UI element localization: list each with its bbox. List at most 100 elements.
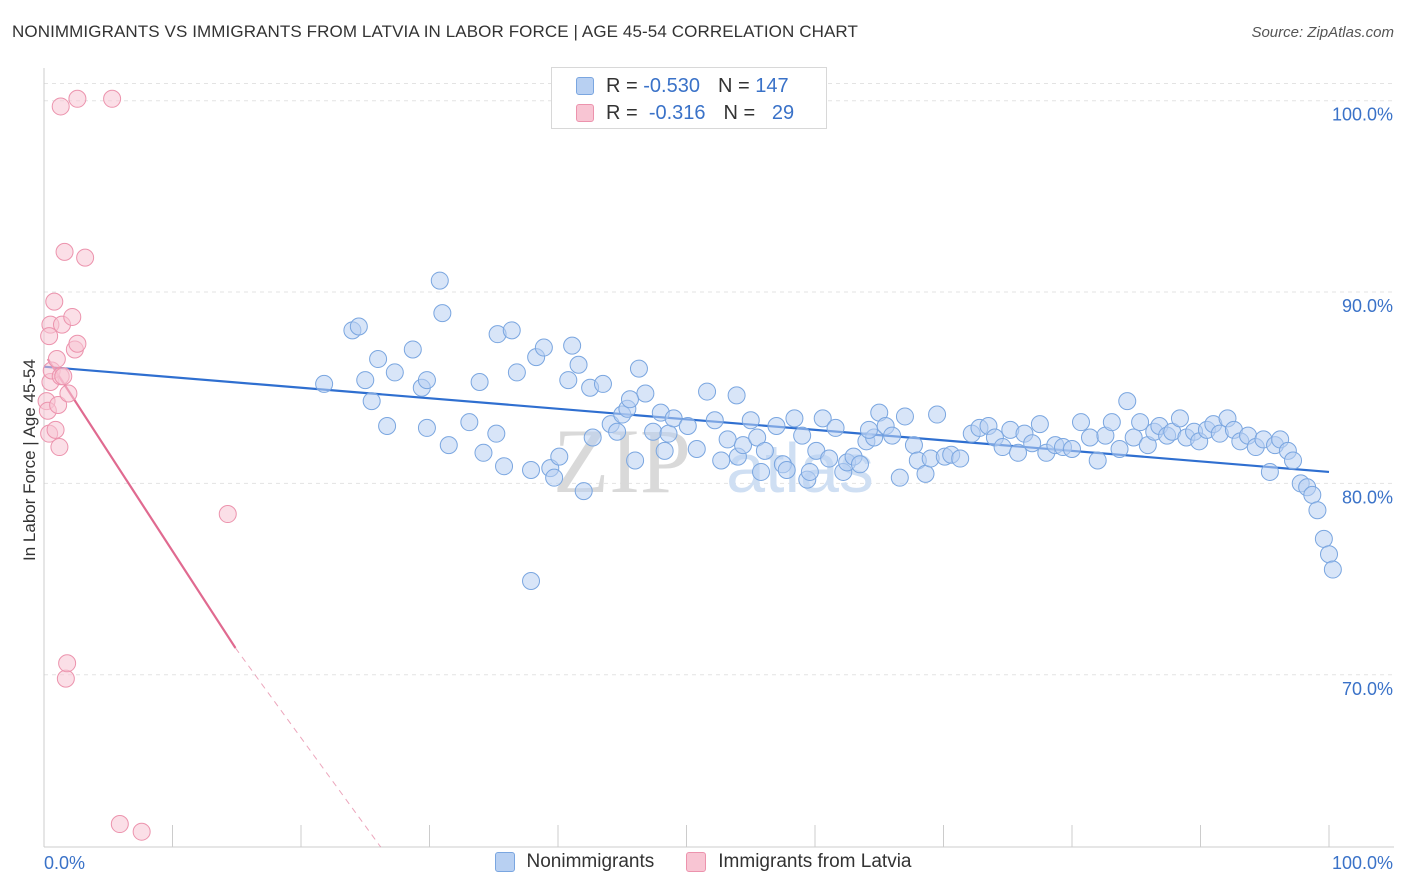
n-label: N = [723,101,756,124]
legend-item-latvia: Immigrants from Latvia [686,851,912,873]
legend-label: Nonimmigrants [526,851,655,872]
point-nonimmigrant [403,340,422,359]
point-nonimmigrant [550,447,569,466]
point-nonimmigrant [433,304,452,323]
point-nonimmigrant [1063,439,1081,458]
point-nonimmigrant [349,317,368,336]
swatch-pink [576,104,594,122]
point-nonimmigrant [813,409,832,428]
point-nonimmigrant [718,430,737,449]
point-nonimmigrant [369,350,388,369]
point-nonimmigrant [664,409,683,428]
point-latvia [63,307,82,326]
stats-row-nonimmigrants: R = -0.530 N = 147 [576,73,789,99]
point-latvia [59,384,78,403]
point-nonimmigrant [1260,462,1279,481]
point-latvia [51,97,70,116]
point-nonimmigrant [629,359,648,378]
point-latvia [40,327,59,346]
legend-label: Immigrants from Latvia [718,851,912,872]
point-nonimmigrant [315,374,334,393]
point-nonimmigrant [593,374,612,393]
point-latvia [132,822,151,841]
point-nonimmigrant [487,424,506,443]
point-latvia [50,438,69,457]
point-nonimmigrant [522,572,541,591]
point-nonimmigrant [1071,413,1090,432]
point-nonimmigrant [430,271,449,290]
point-nonimmigrant [698,382,717,401]
point-nonimmigrant [793,426,812,445]
point-nonimmigrant [1284,451,1303,470]
point-nonimmigrant [859,420,878,439]
point-nonimmigrant [883,426,902,445]
axes [43,68,1394,848]
point-latvia [68,89,87,108]
point-nonimmigrant [734,436,753,455]
point-nonimmigrant [574,482,593,501]
point-nonimmigrant [644,422,663,441]
point-nonimmigrant [1170,409,1189,428]
point-nonimmigrant [356,371,375,390]
point-nonimmigrant [1303,485,1322,504]
point-nonimmigrant [417,418,436,437]
point-nonimmigrant [559,371,578,390]
point-nonimmigrant [502,321,521,340]
point-nonimmigrant [755,441,774,460]
point-nonimmigrant [748,428,767,447]
point-nonimmigrant [1124,428,1143,447]
point-latvia [110,815,129,834]
trend-line-latvia [46,358,237,649]
stats-legend: R = -0.530 N = 147 R = -0.316 N = 29 [551,67,827,129]
stats-row-latvia: R = -0.316 N = 29 [576,100,794,126]
point-nonimmigrant [569,355,588,374]
point-nonimmigrant [785,409,804,428]
point-latvia [46,420,65,439]
point-nonimmigrant [951,449,970,468]
x-tick-label: 0.0% [44,853,85,873]
point-nonimmigrant [767,417,786,436]
point-nonimmigrant [545,468,564,487]
point-nonimmigrant [659,424,678,443]
y-tick-label: 70.0% [1342,679,1393,699]
point-nonimmigrant [495,457,514,476]
point-nonimmigrant [474,443,493,462]
r-value: -0.316 [648,101,706,124]
y-tick-label: 100.0% [1332,105,1393,125]
point-latvia [45,292,64,311]
swatch-pink [686,852,707,872]
point-nonimmigrant [1118,392,1137,411]
point-nonimmigrant [1308,501,1327,520]
r-label: R = [606,101,638,124]
point-nonimmigrant [727,386,746,405]
point-nonimmigrant [712,451,731,470]
point-latvia [218,505,237,524]
point-latvia [76,248,95,267]
y-axis-label: In Labor Force | Age 45-54 [20,359,39,561]
y-tick-label: 80.0% [1342,487,1393,507]
point-nonimmigrant [534,338,553,357]
point-nonimmigrant [741,411,760,430]
point-nonimmigrant [1102,413,1121,432]
point-nonimmigrant [608,422,627,441]
point-nonimmigrant [1030,415,1049,434]
chart-title: NONIMMIGRANTS VS IMMIGRANTS FROM LATVIA … [12,22,858,41]
point-nonimmigrant [904,436,923,455]
point-nonimmigrant [1009,443,1028,462]
x-tick-label: 100.0% [1332,853,1393,873]
grid-lines [44,82,1394,676]
point-nonimmigrant [800,462,819,481]
point-nonimmigrant [563,336,582,355]
point-nonimmigrant [620,390,639,409]
point-nonimmigrant [916,464,935,483]
point-nonimmigrant [626,451,645,470]
point-nonimmigrant [385,363,404,382]
n-value: 147 [755,74,789,97]
legend-item-nonimmigrants: Nonimmigrants [494,851,655,873]
point-nonimmigrant [655,441,674,460]
point-nonimmigrant [777,461,796,480]
point-nonimmigrant [378,417,397,436]
trend-line-latvia-extension [235,647,382,848]
point-latvia [47,350,66,369]
